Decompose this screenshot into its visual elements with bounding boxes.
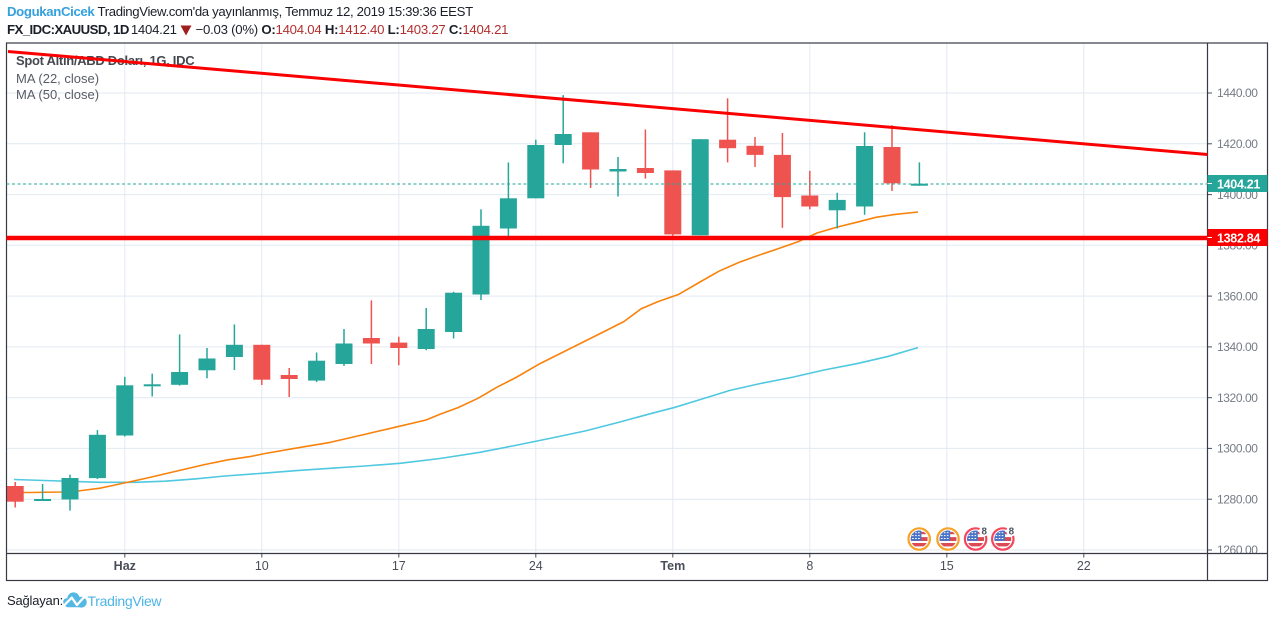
svg-text:1440.00: 1440.00 [1217,86,1258,100]
svg-text:15: 15 [940,559,954,573]
svg-text:1420.00: 1420.00 [1217,137,1258,151]
svg-text:8: 8 [981,526,987,537]
svg-text:1382.84: 1382.84 [1217,231,1260,245]
svg-text:Haz: Haz [114,559,136,573]
svg-text:1340.00: 1340.00 [1217,340,1258,354]
svg-text:24: 24 [529,559,543,573]
svg-text:10: 10 [255,559,269,573]
svg-text:8: 8 [1009,526,1015,537]
svg-text:Tem: Tem [660,559,685,573]
svg-text:1300.00: 1300.00 [1217,442,1258,456]
svg-text:1360.00: 1360.00 [1217,289,1258,303]
svg-text:8: 8 [806,559,813,573]
svg-text:17: 17 [392,559,406,573]
svg-text:1320.00: 1320.00 [1217,391,1258,405]
svg-text:1404.21: 1404.21 [1217,177,1260,191]
svg-text:1280.00: 1280.00 [1217,492,1258,506]
svg-text:22: 22 [1077,559,1091,573]
